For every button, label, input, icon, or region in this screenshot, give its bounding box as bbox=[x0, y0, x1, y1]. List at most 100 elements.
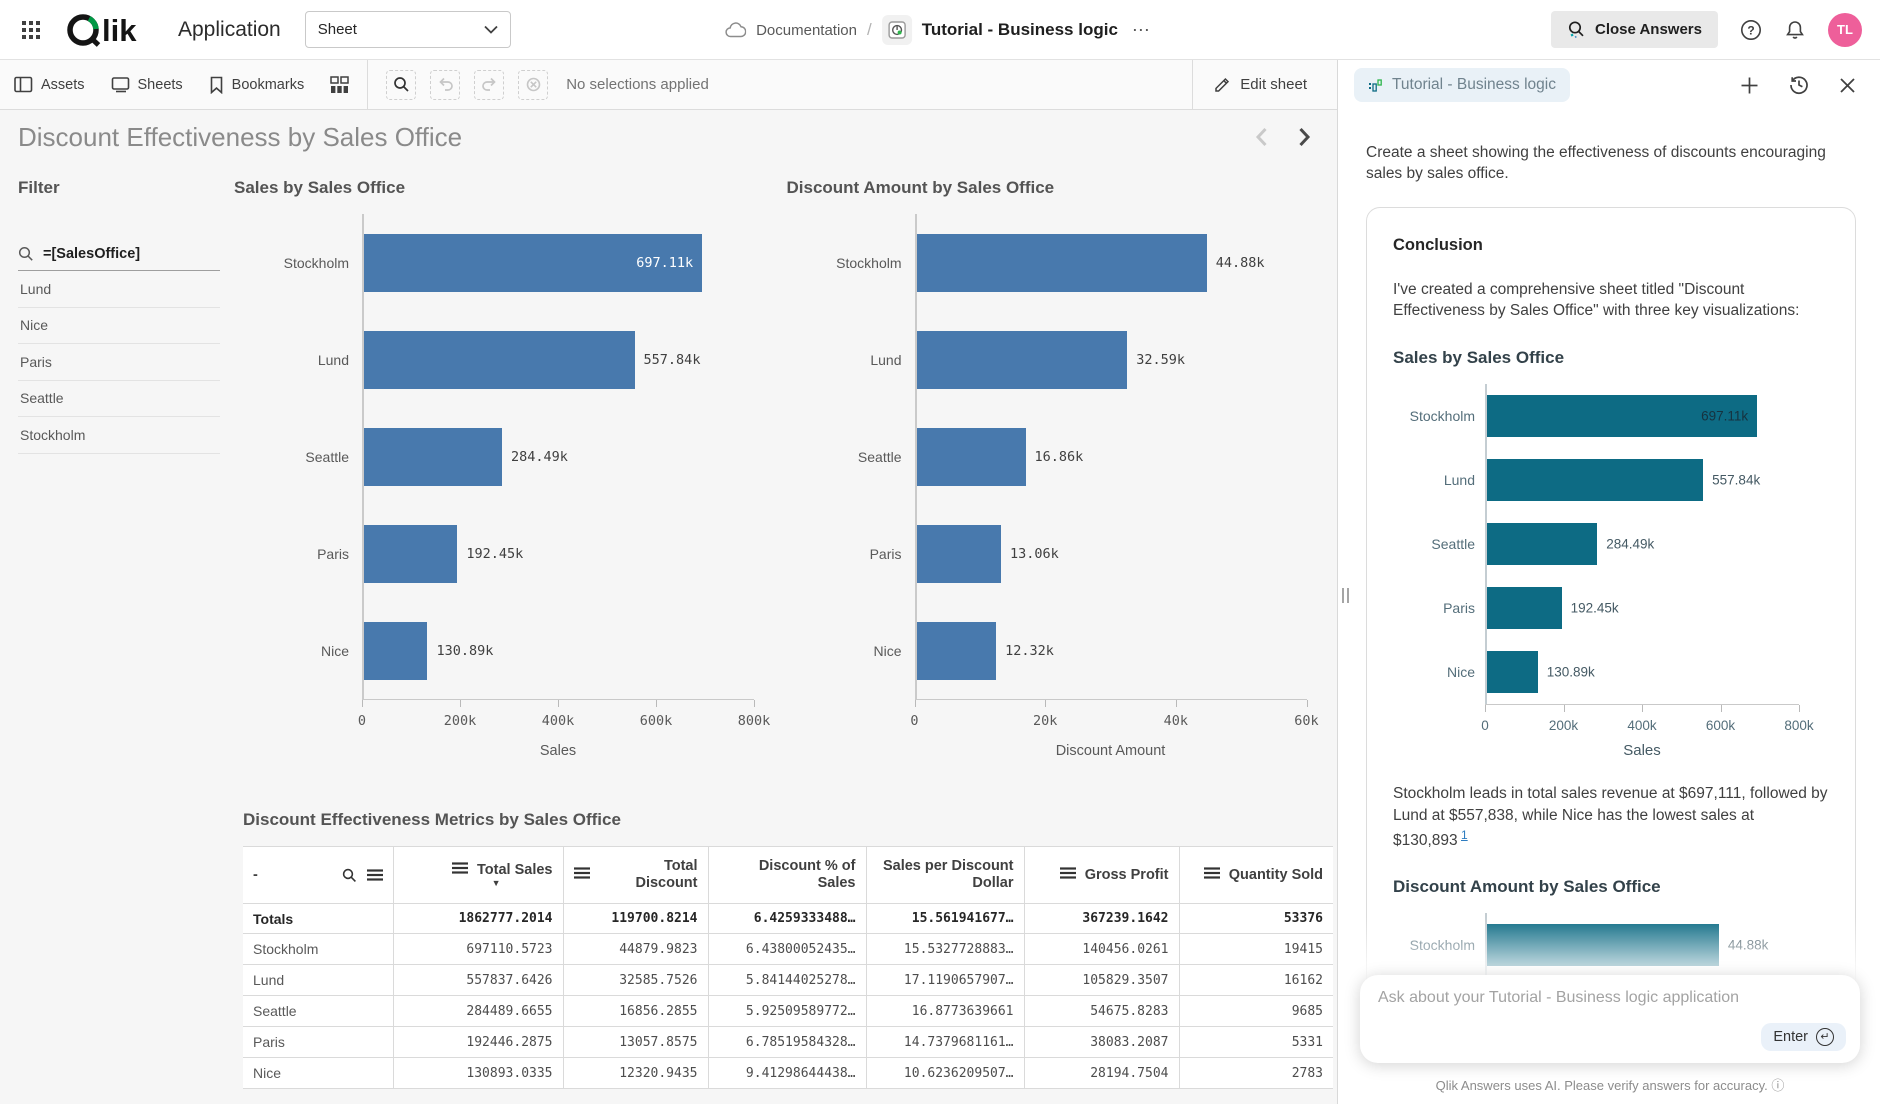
panel-resize-handle[interactable] bbox=[1342, 588, 1349, 603]
bar[interactable] bbox=[1487, 523, 1598, 566]
column-menu-icon[interactable] bbox=[366, 869, 383, 881]
bar[interactable] bbox=[916, 621, 997, 680]
measure-cell[interactable]: 16162 bbox=[1178, 964, 1333, 996]
help-icon[interactable]: ? bbox=[1740, 19, 1762, 41]
previous-sheet-button[interactable] bbox=[1255, 127, 1268, 147]
measure-cell[interactable]: 14.7379681161… bbox=[865, 1026, 1025, 1058]
measure-cell[interactable]: 697110.5723 bbox=[392, 933, 564, 965]
measure-cell[interactable]: 17.1190657907… bbox=[865, 964, 1025, 996]
history-icon[interactable] bbox=[1789, 75, 1809, 95]
enter-button[interactable]: Enter ↵ bbox=[1761, 1023, 1846, 1051]
bar[interactable] bbox=[1487, 395, 1758, 438]
app-title[interactable]: Tutorial - Business logic bbox=[921, 20, 1118, 39]
measure-cell[interactable]: 130893.0335 bbox=[392, 1057, 564, 1089]
measure-cell[interactable]: 105829.3507 bbox=[1023, 964, 1180, 996]
bar[interactable] bbox=[364, 524, 458, 583]
sheets-button[interactable]: Sheets bbox=[111, 76, 183, 93]
column-menu-icon[interactable] bbox=[573, 867, 590, 879]
filter-item[interactable]: Lund bbox=[18, 271, 220, 308]
clear-selections-button[interactable] bbox=[518, 69, 549, 100]
sheet-selector-dropdown[interactable]: Sheet bbox=[304, 11, 511, 48]
measure-cell[interactable]: 16.8773639661 bbox=[865, 995, 1025, 1027]
measure-cell[interactable]: 2783 bbox=[1178, 1057, 1333, 1089]
footnote-link[interactable]: 1 bbox=[1461, 827, 1468, 842]
bookmarks-button[interactable]: Bookmarks bbox=[209, 76, 304, 94]
column-menu-icon-wrap[interactable] bbox=[573, 867, 590, 883]
more-options-icon[interactable]: ⋯ bbox=[1131, 19, 1151, 40]
bar[interactable] bbox=[916, 330, 1128, 389]
undo-button[interactable] bbox=[430, 69, 461, 100]
breadcrumb-space[interactable]: Documentation bbox=[756, 21, 858, 39]
redo-button[interactable] bbox=[474, 69, 505, 100]
notifications-bell-icon[interactable] bbox=[1784, 19, 1806, 41]
measure-cell[interactable]: 5331 bbox=[1178, 1026, 1333, 1058]
filter-search-field[interactable]: =[SalesOffice] bbox=[18, 238, 220, 271]
measure-cell[interactable]: 44879.9823 bbox=[562, 933, 709, 965]
bar[interactable] bbox=[364, 621, 428, 680]
column-menu-icon-wrap[interactable] bbox=[1059, 867, 1076, 883]
column-header[interactable]: Discount % of Sales bbox=[707, 846, 867, 904]
dimension-cell[interactable]: Stockholm bbox=[243, 933, 394, 965]
bar[interactable] bbox=[364, 427, 502, 486]
measure-cell[interactable]: 5.84144025278… bbox=[707, 964, 867, 996]
measure-cell[interactable]: 12320.9435 bbox=[562, 1057, 709, 1089]
bar[interactable] bbox=[1487, 459, 1704, 502]
measure-cell[interactable]: 13057.8575 bbox=[562, 1026, 709, 1058]
filter-item[interactable]: Nice bbox=[18, 308, 220, 344]
measure-cell[interactable]: 38083.2087 bbox=[1023, 1026, 1180, 1058]
app-launcher-icon[interactable] bbox=[18, 17, 44, 43]
close-answers-button[interactable]: Close Answers bbox=[1551, 11, 1718, 48]
bar[interactable] bbox=[364, 330, 635, 389]
bar[interactable] bbox=[1487, 587, 1562, 630]
measure-cell[interactable]: 15.5327728883… bbox=[865, 933, 1025, 965]
answers-app-chip[interactable]: Tutorial - Business logic bbox=[1354, 68, 1570, 102]
column-menu-icon[interactable] bbox=[1059, 867, 1076, 879]
dimension-cell[interactable]: Paris bbox=[243, 1026, 394, 1058]
bar[interactable] bbox=[916, 427, 1026, 486]
measure-cell[interactable]: 28194.7504 bbox=[1023, 1057, 1180, 1089]
measure-cell[interactable]: 9.41298644438… bbox=[707, 1057, 867, 1089]
measure-cell[interactable]: 10.6236209507… bbox=[865, 1057, 1025, 1089]
column-header[interactable]: Sales per Discount Dollar bbox=[865, 846, 1025, 904]
column-header[interactable]: - bbox=[243, 846, 394, 904]
column-header[interactable]: Total Discount bbox=[562, 846, 709, 904]
sheet-objects-icon[interactable] bbox=[330, 75, 349, 94]
column-menu-icon[interactable] bbox=[452, 862, 469, 874]
measure-cell[interactable]: 32585.7526 bbox=[562, 964, 709, 996]
bar[interactable] bbox=[1487, 651, 1538, 694]
bar[interactable] bbox=[916, 524, 1001, 583]
edit-sheet-button[interactable]: Edit sheet bbox=[1192, 60, 1323, 109]
smart-search-button[interactable] bbox=[386, 69, 417, 100]
next-sheet-button[interactable] bbox=[1298, 127, 1311, 147]
info-icon[interactable]: ⓘ bbox=[1771, 1078, 1785, 1093]
measure-cell[interactable]: 16856.2855 bbox=[562, 995, 709, 1027]
dimension-cell[interactable]: Nice bbox=[243, 1057, 394, 1089]
measure-cell[interactable]: 557837.6426 bbox=[392, 964, 564, 996]
measure-cell[interactable]: 192446.2875 bbox=[392, 1026, 564, 1058]
column-menu-icon-wrap[interactable] bbox=[1203, 867, 1220, 883]
bar[interactable] bbox=[364, 233, 703, 292]
filter-item[interactable]: Seattle bbox=[18, 381, 220, 417]
dimension-cell[interactable]: Seattle bbox=[243, 995, 394, 1027]
filter-item[interactable]: Paris bbox=[18, 344, 220, 381]
filter-item[interactable]: Stockholm bbox=[18, 417, 220, 454]
new-chat-icon[interactable] bbox=[1740, 76, 1759, 95]
measure-cell[interactable]: 6.43800052435… bbox=[707, 933, 867, 965]
measure-cell[interactable]: 19415 bbox=[1178, 933, 1333, 965]
column-header[interactable]: Total Sales ▼ bbox=[392, 846, 564, 904]
dimension-cell[interactable]: Lund bbox=[243, 964, 394, 996]
chat-input[interactable] bbox=[1378, 989, 1805, 1007]
close-panel-icon[interactable] bbox=[1839, 77, 1856, 94]
column-header[interactable]: Quantity Sold bbox=[1178, 846, 1333, 904]
bar[interactable] bbox=[916, 233, 1207, 292]
column-menu-icon[interactable] bbox=[1203, 867, 1220, 879]
assets-button[interactable]: Assets bbox=[14, 76, 85, 93]
measure-cell[interactable]: 284489.6655 bbox=[392, 995, 564, 1027]
measure-cell[interactable]: 140456.0261 bbox=[1023, 933, 1180, 965]
measure-cell[interactable]: 6.78519584328… bbox=[707, 1026, 867, 1058]
search-icon[interactable] bbox=[342, 868, 357, 883]
measure-cell[interactable]: 9685 bbox=[1178, 995, 1333, 1027]
column-menu-icon-wrap[interactable] bbox=[452, 862, 469, 878]
measure-cell[interactable]: 54675.8283 bbox=[1023, 995, 1180, 1027]
column-header[interactable]: Gross Profit bbox=[1023, 846, 1180, 904]
